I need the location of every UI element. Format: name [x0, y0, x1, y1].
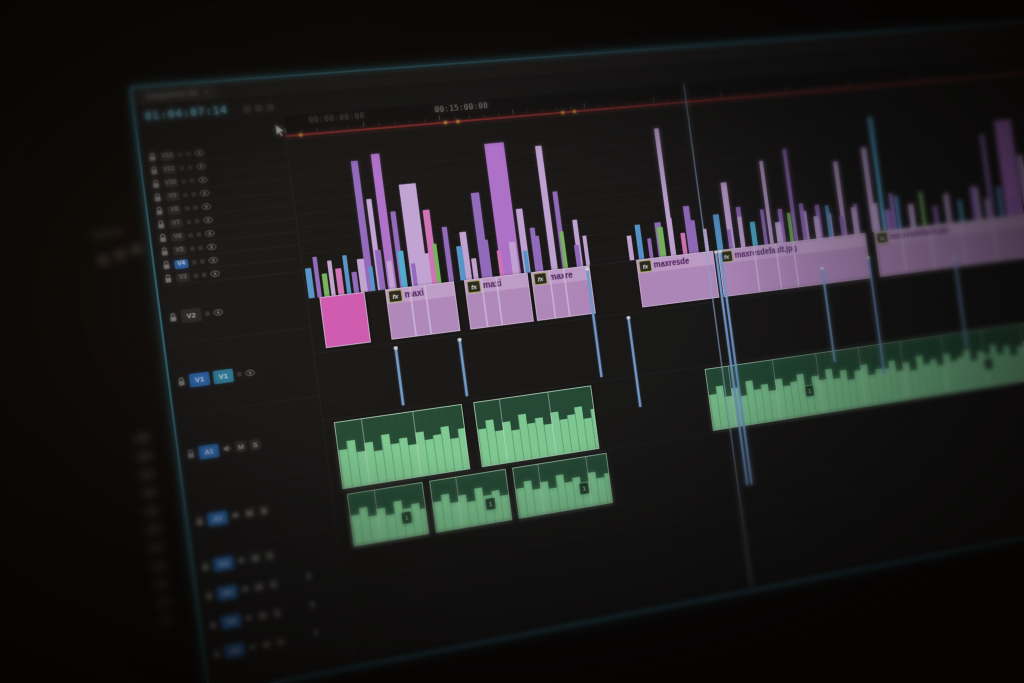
depth-of-field-blur	[0, 0, 1024, 683]
monitor-photo: Sequence 02 × 01:04:07:14 V12 V11 V10 V9 V8 V7…	[0, 0, 1024, 683]
